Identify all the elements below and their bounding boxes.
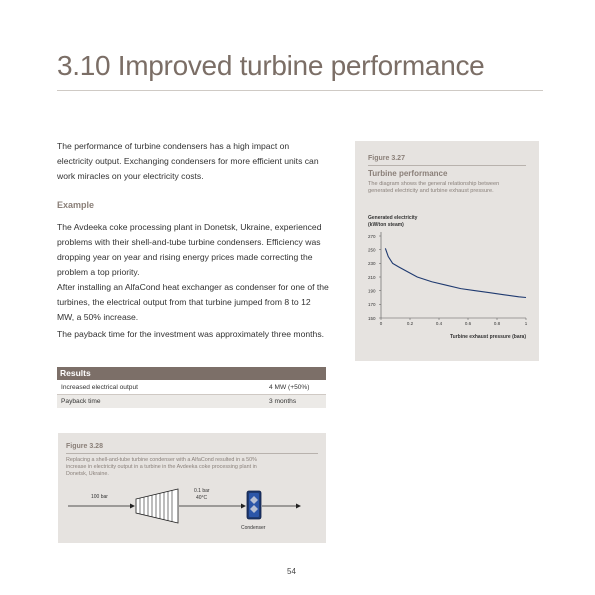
y-axis-label: (kW/ton steam) [368, 222, 404, 228]
x-tick-label: 1 [525, 321, 528, 326]
figure-3-27-description-line: generated electricity and turbine exhaus… [368, 188, 494, 194]
figure-3-28-description: Replacing a shell-and-tube turbine conde… [66, 457, 321, 478]
figure-3-27-panel: Figure 3.27 Turbine performance The diag… [355, 141, 539, 361]
series-line [384, 248, 527, 299]
inlet-arrowhead [130, 503, 135, 509]
table-row: Increased electrical output 4 MW (+50%) [57, 381, 326, 395]
figure-3-28-panel: Figure 3.28 Replacing a shell-and-tube t… [58, 433, 326, 543]
page-title: 3.10 Improved turbine performance [57, 50, 485, 81]
example-paragraph-1: The Avdeeka coke processing plant in Don… [57, 222, 322, 277]
x-tick-label: 0.6 [465, 321, 472, 326]
results-row-label: Payback time [61, 398, 101, 405]
results-row-label: Increased electrical output [61, 384, 138, 391]
x-tick-label: 0.8 [494, 321, 501, 326]
turbine-icon [135, 488, 179, 524]
y-tick-label: 190 [368, 288, 376, 293]
exit-arrowhead [296, 503, 301, 509]
inlet-label: 100 bar [91, 494, 108, 500]
figure-3-28-description-line: Donetsk, Ukraine. [66, 471, 109, 477]
y-tick-label: 250 [368, 247, 376, 252]
figure-3-28-description-line: increase in electricity output in a turb… [66, 464, 257, 470]
figure-3-27-title: Turbine performance [368, 169, 448, 178]
outlet-pressure-label: 0.1 bar [194, 488, 210, 494]
example-paragraph-2: After installing an AlfaCond heat exchan… [57, 282, 329, 322]
condenser-icon [246, 490, 262, 520]
example-paragraph-3: The payback time for the investment was … [57, 329, 325, 339]
figure-3-28-rule [66, 453, 318, 454]
y-tick-label: 150 [368, 316, 376, 321]
outlet-temperature-label: 40°C [196, 495, 208, 501]
turbine-performance-chart: Generated electricity(kW/ton steam) 270 25… [368, 215, 528, 340]
y-tick-label: 270 [368, 234, 376, 239]
page-number: 54 [287, 567, 296, 576]
results-row-value: 3 months [269, 398, 297, 405]
figure-3-27-description: The diagram shows the general relationsh… [368, 181, 536, 195]
y-tick-label: 230 [368, 261, 376, 266]
condenser-label: Condenser [241, 525, 266, 531]
x-tick-label: 0.2 [407, 321, 414, 326]
title-divider [57, 90, 543, 91]
outlet-arrowhead [241, 503, 246, 509]
intro-paragraph: The performance of turbine condensers ha… [57, 141, 319, 181]
y-axis-label: Generated electricity [368, 215, 418, 221]
figure-3-27-label: Figure 3.27 [368, 155, 405, 162]
x-tick-label: 0 [380, 321, 383, 326]
x-tick-label: 0.4 [436, 321, 443, 326]
table-row: Payback time 3 months [57, 395, 326, 408]
condenser-process-diagram: 100 bar 0.1 bar 40°C Cond [68, 488, 301, 531]
y-tick-label: 210 [368, 275, 376, 280]
results-heading: Results [60, 368, 91, 378]
figure-3-28-description-line: Replacing a shell-and-tube turbine conde… [66, 457, 257, 463]
results-row-value: 4 MW (+50%) [269, 384, 310, 391]
y-tick-label: 170 [368, 302, 376, 307]
example-heading: Example [57, 200, 95, 210]
figure-3-27-rule [368, 165, 526, 166]
x-axis-label: Turbine exhaust pressure (bara) [450, 334, 526, 340]
figure-3-28-label: Figure 3.28 [66, 443, 103, 450]
results-table-header: Results [57, 367, 326, 380]
figure-3-27-description-line: The diagram shows the general relationsh… [368, 181, 500, 187]
